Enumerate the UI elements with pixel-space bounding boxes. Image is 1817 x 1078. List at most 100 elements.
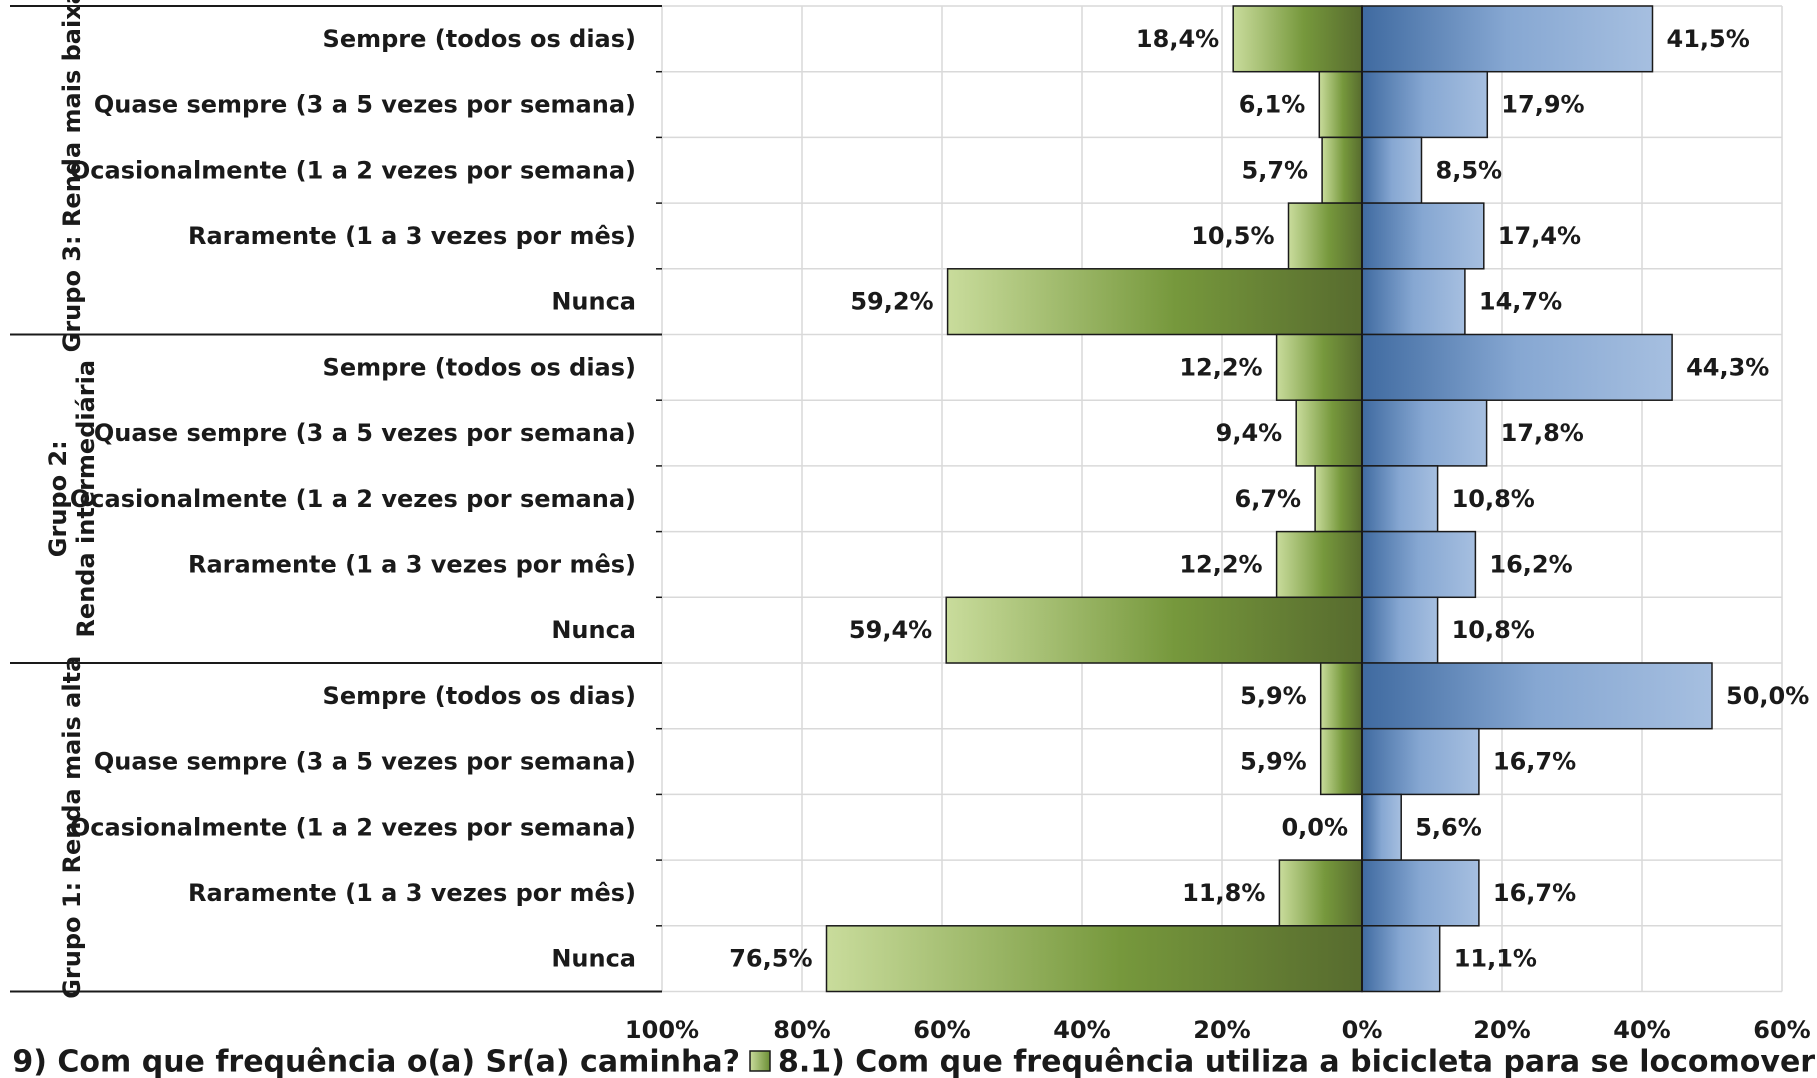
legend-walk-label: 9) Com que frequência o(a) Sr(a) caminha… — [12, 1045, 740, 1078]
bike-value-label: 41,5% — [1667, 25, 1750, 53]
bike-bar — [1361, 925, 1441, 993]
walk-value-label: 11,8% — [1182, 879, 1265, 907]
walk-value-label: 5,9% — [1240, 682, 1307, 710]
x-tick-label: 40% — [1613, 1016, 1670, 1044]
bike-bar — [1361, 727, 1480, 796]
x-tick-label: 60% — [1753, 1016, 1810, 1044]
bike-bar — [1361, 530, 1477, 599]
x-tick-label: 100% — [625, 1016, 699, 1044]
legend: 9) Com que frequência o(a) Sr(a) caminha… — [12, 1045, 1817, 1078]
bars — [825, 5, 1713, 993]
category-label: Raramente (1 a 3 vezes por mês) — [188, 222, 636, 250]
group-label-line: Grupo 2: — [44, 440, 72, 557]
category-label: Ocasionalmente (1 a 2 vezes por semana) — [70, 485, 636, 513]
category-label: Sempre (todos os dias) — [323, 25, 636, 53]
x-tick-label: 80% — [773, 1016, 830, 1044]
category-label: Quase sempre (3 a 5 vezes por semana) — [94, 91, 636, 119]
bike-value-label: 10,8% — [1452, 616, 1535, 644]
category-label: Quase sempre (3 a 5 vezes por semana) — [94, 748, 636, 776]
walk-bar — [1287, 202, 1363, 270]
group-dividers — [10, 5, 1363, 993]
walk-bar — [825, 925, 1363, 993]
walk-bar — [1275, 530, 1363, 599]
walk-value-label: 6,1% — [1239, 91, 1306, 119]
category-label: Sempre (todos os dias) — [323, 353, 636, 381]
bike-value-label: 5,6% — [1415, 813, 1482, 841]
category-label: Nunca — [551, 945, 636, 973]
walk-bar — [1278, 859, 1363, 927]
category-label: Quase sempre (3 a 5 vezes por semana) — [94, 419, 636, 447]
bike-bar — [1361, 859, 1480, 927]
walk-bar — [1275, 333, 1363, 401]
bike-value-label: 17,9% — [1501, 91, 1584, 119]
walk-bar — [1232, 5, 1363, 73]
walk-bar — [946, 268, 1363, 336]
category-label: Ocasionalmente (1 a 2 vezes por semana) — [70, 156, 636, 184]
walk-bar — [1319, 727, 1363, 796]
walk-bar — [1295, 399, 1363, 467]
group-label-line: Renda intermediária — [72, 360, 100, 638]
bike-value-label: 11,1% — [1454, 945, 1537, 973]
group-label: Grupo 1: Renda mais alta — [58, 656, 86, 999]
bike-bar — [1361, 662, 1713, 730]
group-label-line: Grupo 1: Renda mais alta — [58, 656, 86, 999]
walk-value-label: 18,4% — [1136, 25, 1219, 53]
bike-value-label: 14,7% — [1479, 288, 1562, 316]
walk-bar — [1319, 662, 1363, 730]
bike-value-label: 50,0% — [1726, 682, 1809, 710]
walk-bar — [1318, 70, 1363, 139]
walk-value-label: 6,7% — [1235, 485, 1302, 513]
group-label: Grupo 2:Renda intermediária — [44, 360, 100, 638]
bike-value-label: 10,8% — [1452, 485, 1535, 513]
walk-value-label: 5,9% — [1240, 748, 1307, 776]
x-tick-label: 40% — [1053, 1016, 1110, 1044]
walk-value-label: 59,4% — [849, 616, 932, 644]
bike-bar — [1361, 333, 1673, 401]
bike-bar — [1361, 596, 1439, 664]
gridlines — [661, 5, 1783, 993]
walk-value-label: 76,5% — [729, 945, 812, 973]
group-label: Grupo 3: Renda mais baixa — [58, 0, 86, 352]
data-labels: 18,4% 41,5% 6,1% 17,9% 5,7% 8,5% 10,5% 17,4% 59,… — [729, 25, 1809, 973]
walk-bar — [1314, 465, 1363, 533]
group-label-line: Grupo 3: Renda mais baixa — [58, 0, 86, 352]
bike-bar — [1361, 70, 1489, 139]
bike-bar — [1361, 202, 1485, 270]
bike-bar — [1361, 465, 1439, 533]
x-tick-label: 60% — [913, 1016, 970, 1044]
category-label: Raramente (1 a 3 vezes por mês) — [188, 879, 636, 907]
bike-bar — [1361, 136, 1423, 204]
x-tick-label: 0% — [1342, 1016, 1383, 1044]
walk-bar — [1321, 136, 1363, 204]
axis-labels: Sempre (todos os dias) Quase sempre (3 a … — [44, 0, 1811, 1044]
category-label: Raramente (1 a 3 vezes por mês) — [188, 550, 636, 578]
bike-bar — [1361, 268, 1466, 336]
walk-value-label: 59,2% — [850, 288, 933, 316]
walk-value-label: 9,4% — [1216, 419, 1283, 447]
legend-walk-swatch — [749, 1050, 771, 1072]
bike-value-label: 8,5% — [1436, 156, 1503, 184]
bike-bar — [1361, 793, 1402, 861]
bike-value-label: 16,2% — [1489, 550, 1572, 578]
walk-value-label: 12,2% — [1179, 353, 1262, 381]
bike-value-label: 44,3% — [1686, 353, 1769, 381]
walk-value-label: 0,0% — [1281, 813, 1348, 841]
category-label: Nunca — [551, 616, 636, 644]
bike-bar — [1361, 399, 1488, 467]
x-tick-label: 20% — [1193, 1016, 1250, 1044]
bike-value-label: 17,8% — [1501, 419, 1584, 447]
legend-bike-label: 8.1) Com que frequência utiliza a bicicl… — [778, 1045, 1817, 1078]
category-label: Nunca — [551, 288, 636, 316]
walk-value-label: 12,2% — [1179, 550, 1262, 578]
category-label: Sempre (todos os dias) — [323, 682, 636, 710]
bike-value-label: 16,7% — [1493, 879, 1576, 907]
walk-bar — [945, 596, 1363, 664]
category-label: Ocasionalmente (1 a 2 vezes por semana) — [70, 813, 636, 841]
bike-bar — [1361, 5, 1654, 73]
walk-value-label: 5,7% — [1242, 156, 1309, 184]
bike-value-label: 17,4% — [1498, 222, 1581, 250]
bike-value-label: 16,7% — [1493, 748, 1576, 776]
walk-value-label: 10,5% — [1191, 222, 1274, 250]
x-tick-label: 20% — [1473, 1016, 1530, 1044]
